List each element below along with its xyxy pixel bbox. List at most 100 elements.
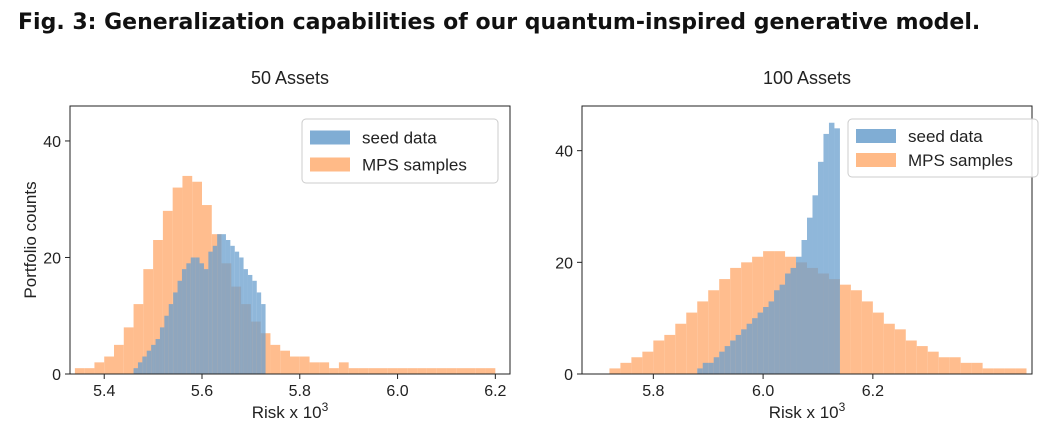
histogram-bar xyxy=(763,307,769,374)
histogram-bar xyxy=(686,312,698,374)
legend-swatch xyxy=(856,129,896,143)
histogram-bar xyxy=(719,351,725,374)
histogram-bar xyxy=(397,368,408,374)
histogram-bar xyxy=(256,292,262,374)
histogram-bar xyxy=(133,368,138,374)
histogram-bar xyxy=(247,274,253,374)
histogram-bar xyxy=(719,279,731,374)
histogram-bar xyxy=(828,122,835,374)
histogram-bar xyxy=(724,346,731,374)
histogram-bar xyxy=(199,263,204,374)
histogram-bar xyxy=(916,346,928,374)
histogram-bar xyxy=(153,240,163,374)
histogram-bar xyxy=(239,257,244,374)
histogram-bar xyxy=(817,161,824,374)
histogram-bar xyxy=(708,362,714,374)
histogram-bar xyxy=(757,312,764,374)
x-tick-label: 6.0 xyxy=(386,383,408,400)
histogram-bar xyxy=(74,368,85,374)
histogram-bar xyxy=(252,280,257,374)
histogram-bar xyxy=(796,256,802,374)
x-axis-label: Risk x 103 xyxy=(769,400,846,422)
histogram-bar xyxy=(84,368,95,374)
axes-frame xyxy=(581,105,1033,375)
legend-entry-label: seed data xyxy=(908,127,983,146)
y-tick-label: 40 xyxy=(555,144,573,161)
histogram-bar xyxy=(221,234,226,374)
series-seed-data xyxy=(133,234,266,374)
y-tick-label: 40 xyxy=(43,134,61,151)
histogram-bar xyxy=(730,267,742,374)
histogram-bar xyxy=(485,368,496,374)
histogram-bar xyxy=(164,315,169,374)
histogram-bar xyxy=(642,351,654,374)
legend-box xyxy=(301,118,499,184)
histogram-bar xyxy=(664,334,676,374)
histogram-bar xyxy=(368,368,378,374)
histogram-bar xyxy=(894,329,906,374)
y-tick-label: 20 xyxy=(555,255,573,272)
legend-swatch xyxy=(856,153,896,167)
histogram-bar xyxy=(280,350,290,374)
histogram-bar xyxy=(812,195,818,374)
histogram-bar xyxy=(123,327,134,374)
y-axis-label: Portfolio counts xyxy=(21,181,40,298)
histogram-bar xyxy=(338,362,349,374)
histogram-bar xyxy=(146,350,152,374)
histogram-bar xyxy=(94,362,105,374)
histogram-bar xyxy=(697,301,709,374)
histogram-bar xyxy=(675,323,687,374)
histogram-bar xyxy=(186,263,191,374)
histogram-bar xyxy=(290,356,300,374)
series-seed-data xyxy=(697,122,840,374)
histogram-bar xyxy=(270,344,281,374)
histogram-bar xyxy=(114,344,124,374)
legend-entry-label: seed data xyxy=(362,129,437,148)
histogram-bar xyxy=(785,273,791,374)
histogram-bar xyxy=(620,362,632,374)
figure-title: Fig. 3: Generalization capabilities of o… xyxy=(18,10,981,35)
histogram-bar xyxy=(137,362,143,374)
histogram-bar xyxy=(104,356,114,374)
histogram-bar xyxy=(190,257,196,374)
histogram-bar xyxy=(752,318,758,374)
histogram-bar xyxy=(982,368,994,374)
histogram-bar xyxy=(181,269,187,374)
histogram-bar xyxy=(378,368,388,374)
histogram-bar xyxy=(155,339,160,374)
panel-title: 100 Assets xyxy=(763,68,851,88)
panel-title: 50 Assets xyxy=(251,68,329,88)
histogram-bar xyxy=(905,340,917,374)
histogram-bar xyxy=(949,357,961,374)
histogram-bar xyxy=(839,284,851,374)
histogram-bar xyxy=(203,269,209,374)
histogram-bar xyxy=(172,187,183,374)
histogram-bar xyxy=(971,362,983,374)
histogram-bar xyxy=(261,304,266,374)
histogram-bar xyxy=(133,304,144,374)
histogram-bar xyxy=(358,368,369,374)
histogram-bar xyxy=(208,251,213,374)
histogram-bar xyxy=(960,362,972,374)
histogram-bar xyxy=(319,362,330,374)
histogram-bar xyxy=(168,304,174,374)
histogram-bar xyxy=(653,340,665,374)
histogram-bar xyxy=(173,292,178,374)
histogram-bar xyxy=(299,356,310,374)
histogram-bar xyxy=(938,357,950,374)
histogram-bar xyxy=(823,133,829,374)
histogram-bar xyxy=(162,210,173,374)
legend: seed data MPS samples xyxy=(847,118,1039,178)
series-mps-samples xyxy=(74,175,496,374)
histogram-bar xyxy=(142,356,147,374)
x-tick-label: 5.8 xyxy=(642,383,664,400)
x-axis-label: Risk x 103 xyxy=(252,400,329,422)
histogram-bar xyxy=(927,351,939,374)
histogram-bar xyxy=(387,368,398,374)
x-tick-label: 6.2 xyxy=(862,383,884,400)
histogram-bar xyxy=(735,334,742,374)
histogram-bar xyxy=(329,368,339,374)
histogram-bar xyxy=(609,368,621,374)
histogram-bar xyxy=(1004,368,1016,374)
